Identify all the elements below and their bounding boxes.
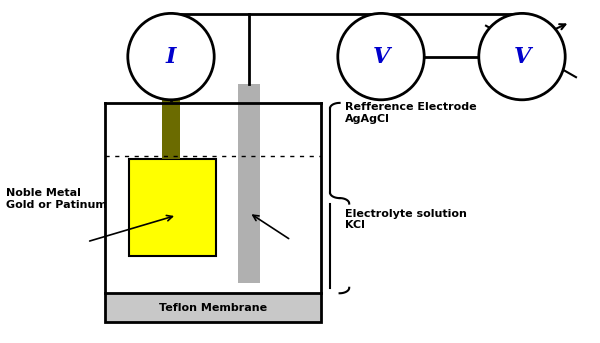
- Text: Teflon Membrane: Teflon Membrane: [159, 303, 267, 313]
- Text: Noble Metal
Gold or Patinum: Noble Metal Gold or Patinum: [6, 188, 107, 210]
- Text: V: V: [514, 46, 530, 68]
- Text: Electrolyte solution
KCl: Electrolyte solution KCl: [345, 209, 467, 230]
- Bar: [238, 84, 260, 283]
- Bar: [162, 81, 180, 159]
- Ellipse shape: [128, 13, 214, 100]
- Ellipse shape: [338, 13, 424, 100]
- Ellipse shape: [479, 13, 565, 100]
- Text: V: V: [373, 46, 389, 68]
- Text: I: I: [166, 46, 176, 68]
- Bar: [129, 159, 216, 256]
- Bar: [105, 293, 321, 322]
- Text: Refference Electrode
AgAgCl: Refference Electrode AgAgCl: [345, 103, 476, 124]
